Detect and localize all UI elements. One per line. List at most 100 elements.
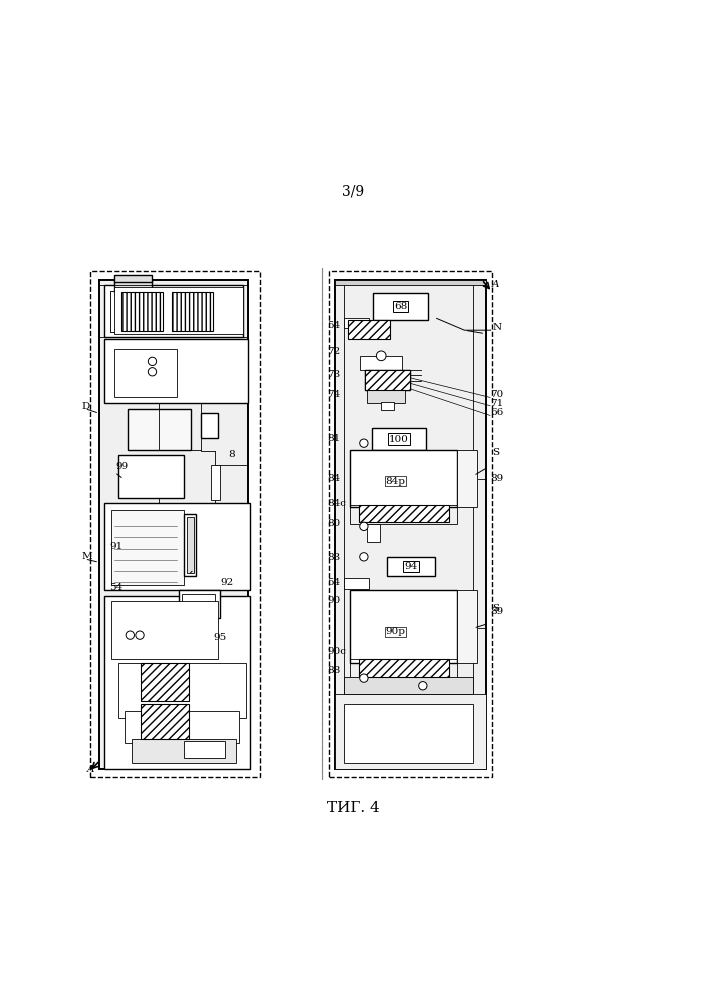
- Bar: [335, 280, 486, 769]
- Text: 68: 68: [394, 302, 407, 311]
- Text: 54: 54: [110, 583, 123, 592]
- Text: S: S: [492, 448, 499, 457]
- Text: 100: 100: [389, 435, 409, 444]
- Text: 94: 94: [404, 562, 418, 571]
- Text: 90p: 90p: [385, 627, 405, 636]
- Bar: [361, 356, 402, 370]
- Bar: [350, 659, 457, 678]
- Text: 54: 54: [327, 321, 340, 330]
- Text: 92: 92: [221, 578, 234, 587]
- Circle shape: [148, 368, 157, 376]
- Text: 72: 72: [327, 347, 340, 356]
- Text: M: M: [82, 552, 93, 561]
- Bar: [335, 280, 486, 285]
- Circle shape: [360, 553, 368, 561]
- Bar: [124, 711, 239, 743]
- Bar: [187, 517, 194, 573]
- Bar: [211, 465, 220, 500]
- Bar: [368, 389, 406, 403]
- Bar: [115, 275, 153, 282]
- Text: 83: 83: [327, 553, 340, 562]
- Text: 90: 90: [327, 596, 340, 605]
- Bar: [348, 320, 390, 339]
- Bar: [359, 505, 449, 522]
- Bar: [350, 590, 457, 663]
- Text: 99: 99: [116, 462, 129, 471]
- Circle shape: [360, 439, 368, 447]
- Bar: [184, 741, 226, 758]
- Text: 73: 73: [327, 370, 340, 379]
- Text: 89: 89: [490, 607, 503, 616]
- Text: 84: 84: [327, 474, 340, 483]
- Circle shape: [360, 522, 368, 530]
- Text: 91: 91: [110, 542, 123, 551]
- Text: 90c: 90c: [327, 647, 346, 656]
- Text: 70: 70: [490, 390, 503, 399]
- Bar: [457, 450, 477, 507]
- Bar: [110, 291, 161, 332]
- Bar: [184, 514, 196, 576]
- Bar: [104, 596, 250, 769]
- Bar: [132, 739, 235, 763]
- Text: A: A: [492, 280, 500, 289]
- Bar: [172, 292, 214, 331]
- Text: 54: 54: [327, 578, 340, 587]
- Bar: [365, 370, 409, 390]
- Bar: [457, 590, 477, 663]
- Bar: [201, 413, 218, 438]
- FancyBboxPatch shape: [329, 271, 492, 777]
- Bar: [104, 503, 250, 590]
- Bar: [115, 280, 153, 292]
- Text: 84p: 84p: [385, 477, 405, 486]
- Text: 3/9: 3/9: [342, 185, 365, 199]
- Text: ΤИГ. 4: ΤИГ. 4: [327, 801, 380, 815]
- Text: 66: 66: [490, 408, 503, 417]
- Text: A: A: [87, 765, 94, 774]
- Text: 71: 71: [490, 399, 503, 408]
- Bar: [387, 557, 436, 576]
- Text: 81: 81: [327, 434, 340, 443]
- Bar: [111, 601, 218, 659]
- Bar: [128, 409, 191, 450]
- Bar: [122, 292, 163, 331]
- Bar: [104, 285, 243, 337]
- Circle shape: [126, 631, 134, 639]
- Bar: [344, 578, 369, 589]
- Bar: [141, 663, 189, 701]
- Bar: [115, 287, 243, 334]
- Circle shape: [376, 351, 386, 361]
- Bar: [371, 428, 426, 450]
- Circle shape: [360, 674, 368, 682]
- Bar: [335, 694, 486, 769]
- Bar: [141, 704, 189, 739]
- Bar: [104, 339, 248, 403]
- Bar: [368, 524, 380, 542]
- Bar: [381, 402, 394, 410]
- Text: 89: 89: [490, 474, 503, 483]
- Text: 95: 95: [214, 633, 227, 642]
- Text: 74: 74: [327, 390, 340, 399]
- Bar: [110, 291, 161, 332]
- Text: 8: 8: [229, 450, 235, 459]
- Bar: [350, 505, 457, 524]
- Bar: [118, 663, 246, 718]
- Text: N: N: [492, 323, 501, 332]
- Bar: [344, 318, 369, 328]
- Circle shape: [148, 357, 157, 366]
- Circle shape: [419, 682, 427, 690]
- Bar: [99, 280, 248, 769]
- Bar: [359, 659, 449, 677]
- Text: 80: 80: [327, 519, 340, 528]
- Bar: [350, 450, 457, 507]
- Bar: [365, 370, 409, 390]
- Bar: [344, 677, 474, 694]
- FancyBboxPatch shape: [90, 271, 260, 777]
- Bar: [373, 293, 428, 320]
- Bar: [182, 594, 215, 615]
- Bar: [118, 455, 184, 498]
- Bar: [344, 704, 474, 763]
- Text: D: D: [82, 402, 90, 411]
- Bar: [179, 590, 221, 618]
- Bar: [115, 349, 177, 397]
- Circle shape: [136, 631, 144, 639]
